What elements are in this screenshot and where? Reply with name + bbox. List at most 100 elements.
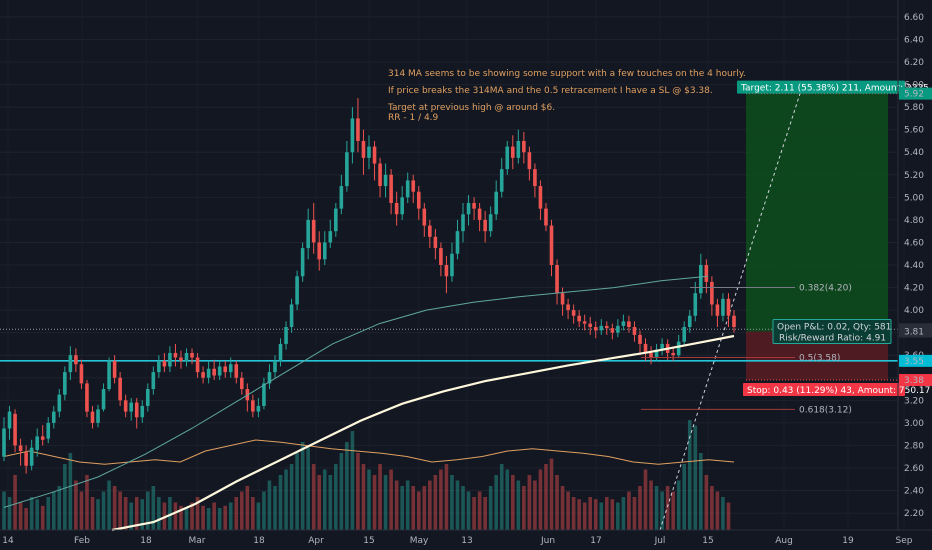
volume-bar [289,464,294,530]
candle-body [206,368,211,378]
candle-body [46,422,51,439]
candle-body [715,304,720,316]
candle-body [560,293,565,305]
candle-body [588,323,593,328]
annotation-line: Target at previous high @ around $6. [387,103,555,113]
candle-body [522,140,526,153]
candle-body [455,231,460,254]
volume-bar [466,491,471,530]
candle-body [538,186,543,209]
volume-bar [588,497,593,530]
candle-body [40,436,45,440]
fib-label: 0.382(4.20) [799,284,852,294]
volume-bar [90,497,95,530]
volume-bar [621,497,626,530]
price-label-bg [899,87,932,100]
ma-layer [3,275,735,532]
candle-body [566,304,570,311]
candle-body [350,118,355,153]
candle-body [123,400,128,412]
volume-bar [284,469,288,530]
y-tick-label: 3.00 [904,419,924,429]
y-tick-label: 6.20 [904,58,924,68]
volume-bar [472,497,476,530]
candle-body [649,352,653,358]
price-label-text: 3.81 [904,328,924,338]
candle-body [516,140,521,158]
volume-bar [151,486,156,530]
stop-box [743,383,905,397]
volume-bar [527,475,532,530]
candle-body [267,372,272,384]
candle-body [212,368,216,376]
candle-body [605,325,609,329]
price-label-bg [899,354,932,367]
volume-bar [439,469,443,530]
y-tick-label: 2.80 [904,441,924,451]
candle-body [383,174,388,187]
volume-bar [101,491,106,530]
volume-bar [555,475,559,530]
volume-bar [195,497,200,530]
volume-bar [18,502,23,530]
pnl-box [772,319,892,345]
candle-body [533,169,537,187]
candle-body [339,186,344,209]
volume-bar [593,499,598,530]
candle-body [416,191,421,209]
candle-body [63,372,67,395]
y-tick-label: 4.20 [904,284,924,294]
candle-body [682,327,687,342]
candle-body [190,352,194,358]
candle-body [704,265,709,282]
candle-body [372,146,377,164]
candle-body [145,389,150,406]
candle-body [527,152,532,170]
annotation-line: If price breaks the 314MA and the 0.5 re… [388,86,713,96]
volume-bar [710,486,714,530]
candle-body [2,428,6,457]
y-tick-label: 4.60 [904,238,924,248]
volume-bar [68,453,73,530]
x-tick-label: Jun [540,536,555,546]
candle-body [444,265,449,277]
candle-body [400,197,404,215]
volume-bar [40,505,45,530]
candle-body [477,208,482,220]
candles-layer [2,98,736,474]
candle-body [555,265,559,294]
candle-body [726,298,731,316]
volume-bar [245,486,250,530]
volume-bar [256,502,261,530]
candle-body [118,377,122,401]
fib-label: 0.5(3.58) [799,353,840,363]
annotation-line: 314 MA seems to be showing some support … [388,69,746,79]
x-tick-label: May [410,536,429,546]
candle-body [450,253,454,277]
volume-bar [416,491,421,530]
candle-body [107,360,111,390]
candle-body [422,208,427,226]
volume-bar [201,505,205,530]
volume-bar [322,469,327,530]
candle-body [157,360,161,373]
target-box [737,80,905,94]
y-tick-label: 4.40 [904,261,924,271]
volume-layer [2,420,735,530]
volume-bar [483,497,487,530]
candle-body [405,180,410,198]
candle-body [79,364,84,384]
candle-body [367,146,371,158]
candle-body [168,352,172,367]
candle-body [256,405,261,412]
volume-bar [444,464,449,530]
candle-body [90,411,95,423]
volume-bar [140,499,145,530]
price-label-bg [899,325,932,338]
candle-body [334,208,338,232]
candle-body [610,328,615,333]
fib-layer: 0.382(4.20) 0.5(3.58) 0.618(3.12) [641,284,852,415]
volume-bar [190,502,194,530]
rr-text: Risk/Reward Ratio: 4.91 [779,334,886,344]
candle-body [228,364,233,373]
